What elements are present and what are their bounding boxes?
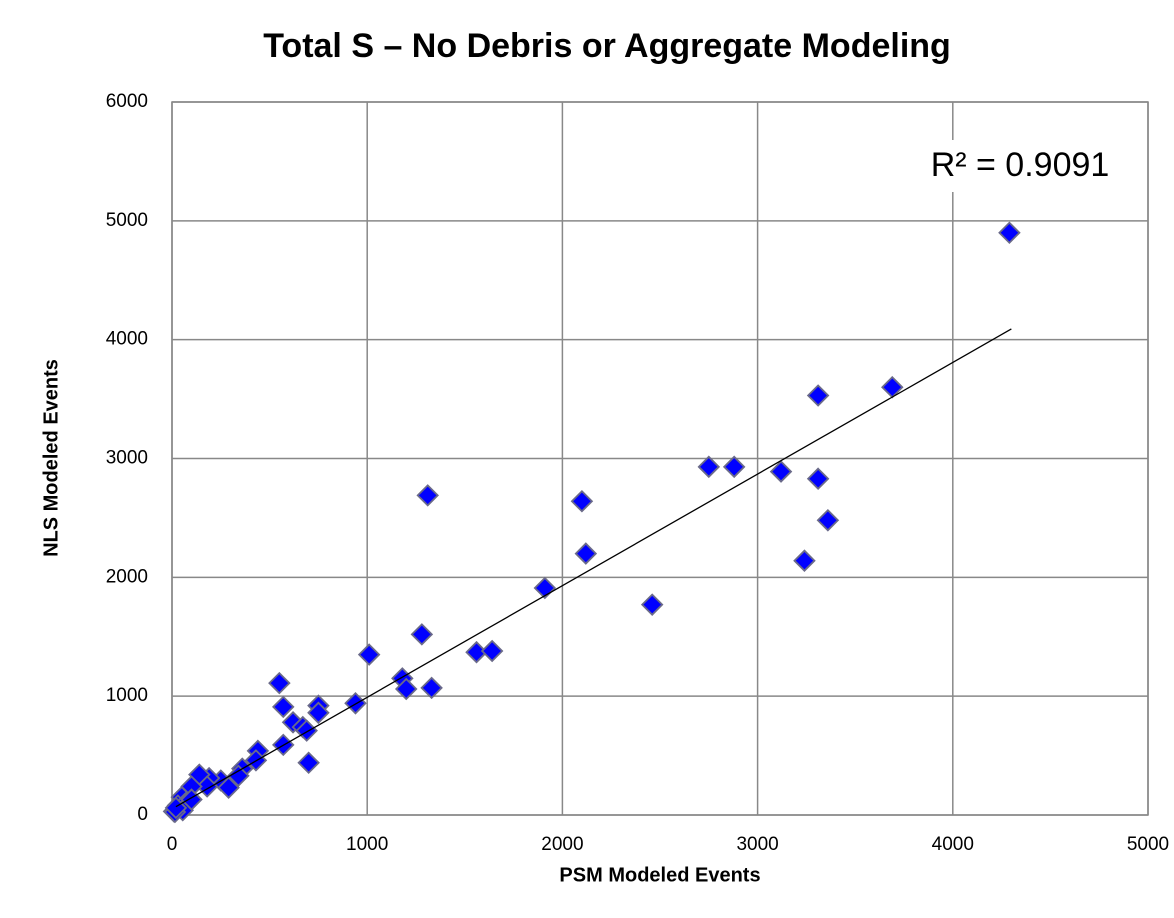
x-tick-label: 2000 xyxy=(541,834,583,855)
point xyxy=(574,542,598,565)
point xyxy=(806,467,830,490)
point xyxy=(271,695,295,719)
y-tick-label: 0 xyxy=(137,804,148,825)
point xyxy=(420,676,443,700)
point xyxy=(164,796,188,820)
point xyxy=(297,751,320,774)
point xyxy=(806,384,830,407)
y-tick-label: 5000 xyxy=(106,210,148,231)
chart-title: Total S – No Debris or Aggregate Modelin… xyxy=(263,27,951,65)
point xyxy=(268,671,291,695)
point xyxy=(295,719,318,742)
x-tick-label: 1000 xyxy=(346,834,388,855)
point xyxy=(416,484,439,507)
point xyxy=(793,549,816,572)
point xyxy=(480,639,504,663)
trendline xyxy=(175,328,1012,808)
y-tick-label: 6000 xyxy=(106,91,148,112)
x-tick-label: 5000 xyxy=(1127,834,1169,855)
point xyxy=(357,643,381,666)
y-tick-label: 1000 xyxy=(106,685,148,706)
point xyxy=(410,623,434,646)
x-tick-label: 3000 xyxy=(736,834,778,855)
x-tick-label: 0 xyxy=(167,834,178,855)
point xyxy=(570,490,594,513)
point xyxy=(307,701,330,725)
x-tick-label: 4000 xyxy=(932,834,974,855)
r-squared-label: R² = 0.9091 xyxy=(931,146,1110,184)
y-tick-label: 3000 xyxy=(106,448,148,469)
point xyxy=(697,455,721,479)
point xyxy=(998,221,1021,244)
point xyxy=(816,509,840,532)
annotation-box xyxy=(900,140,1140,192)
point xyxy=(769,460,793,483)
x-axis-label: PSM Modeled Events xyxy=(559,864,760,886)
point xyxy=(640,593,664,616)
y-tick-label: 4000 xyxy=(106,329,148,350)
point xyxy=(722,455,746,479)
point xyxy=(227,764,250,788)
point xyxy=(394,677,418,701)
y-axis-label: NLS Modeled Events xyxy=(40,359,62,557)
y-tick-label: 2000 xyxy=(106,566,148,587)
point xyxy=(217,776,240,799)
